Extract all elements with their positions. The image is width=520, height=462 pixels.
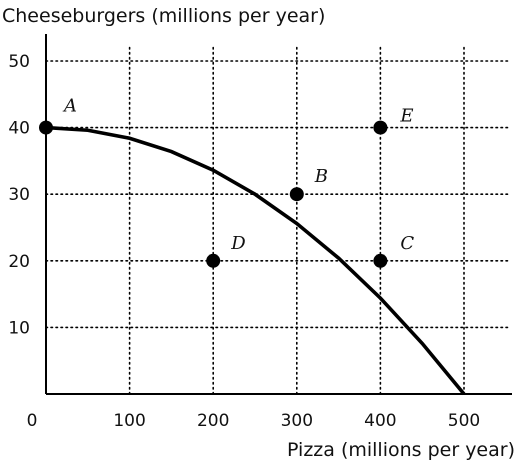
point-label-c: C [400,233,414,254]
y-tick-label-50: 50 [8,52,30,72]
x-tick-label-400: 400 [364,411,396,431]
x-axis-title: Pizza (millions per year) [287,439,515,461]
point-label-e: E [399,106,413,127]
x-tick-label-200: 200 [197,411,229,431]
point-e [373,120,388,135]
x-tick-label-100: 100 [113,411,145,431]
point-label-b: B [314,166,328,187]
point-layer [39,120,388,268]
curve-layer [45,125,466,396]
point-d [206,253,221,268]
y-tick-label-30: 30 [8,185,30,205]
x-tick-label-300: 300 [281,411,313,431]
text-layer: Cheeseburgers (millions per year) Pizza … [2,5,515,461]
ppf-curve [45,125,466,396]
grid-layer [45,43,511,395]
point-label-d: D [230,233,246,254]
point-b [289,187,304,202]
origin-label: 0 [27,411,38,431]
point-c [373,253,388,268]
y-tick-label-40: 40 [8,119,30,139]
point-a [39,120,53,135]
x-tick-label-500: 500 [448,411,480,431]
y-tick-label-20: 20 [8,252,30,272]
y-axis-title: Cheeseburgers (millions per year) [2,5,325,27]
y-tick-label-10: 10 [8,318,30,338]
axis-layer [45,34,512,395]
point-label-a: A [62,96,77,117]
